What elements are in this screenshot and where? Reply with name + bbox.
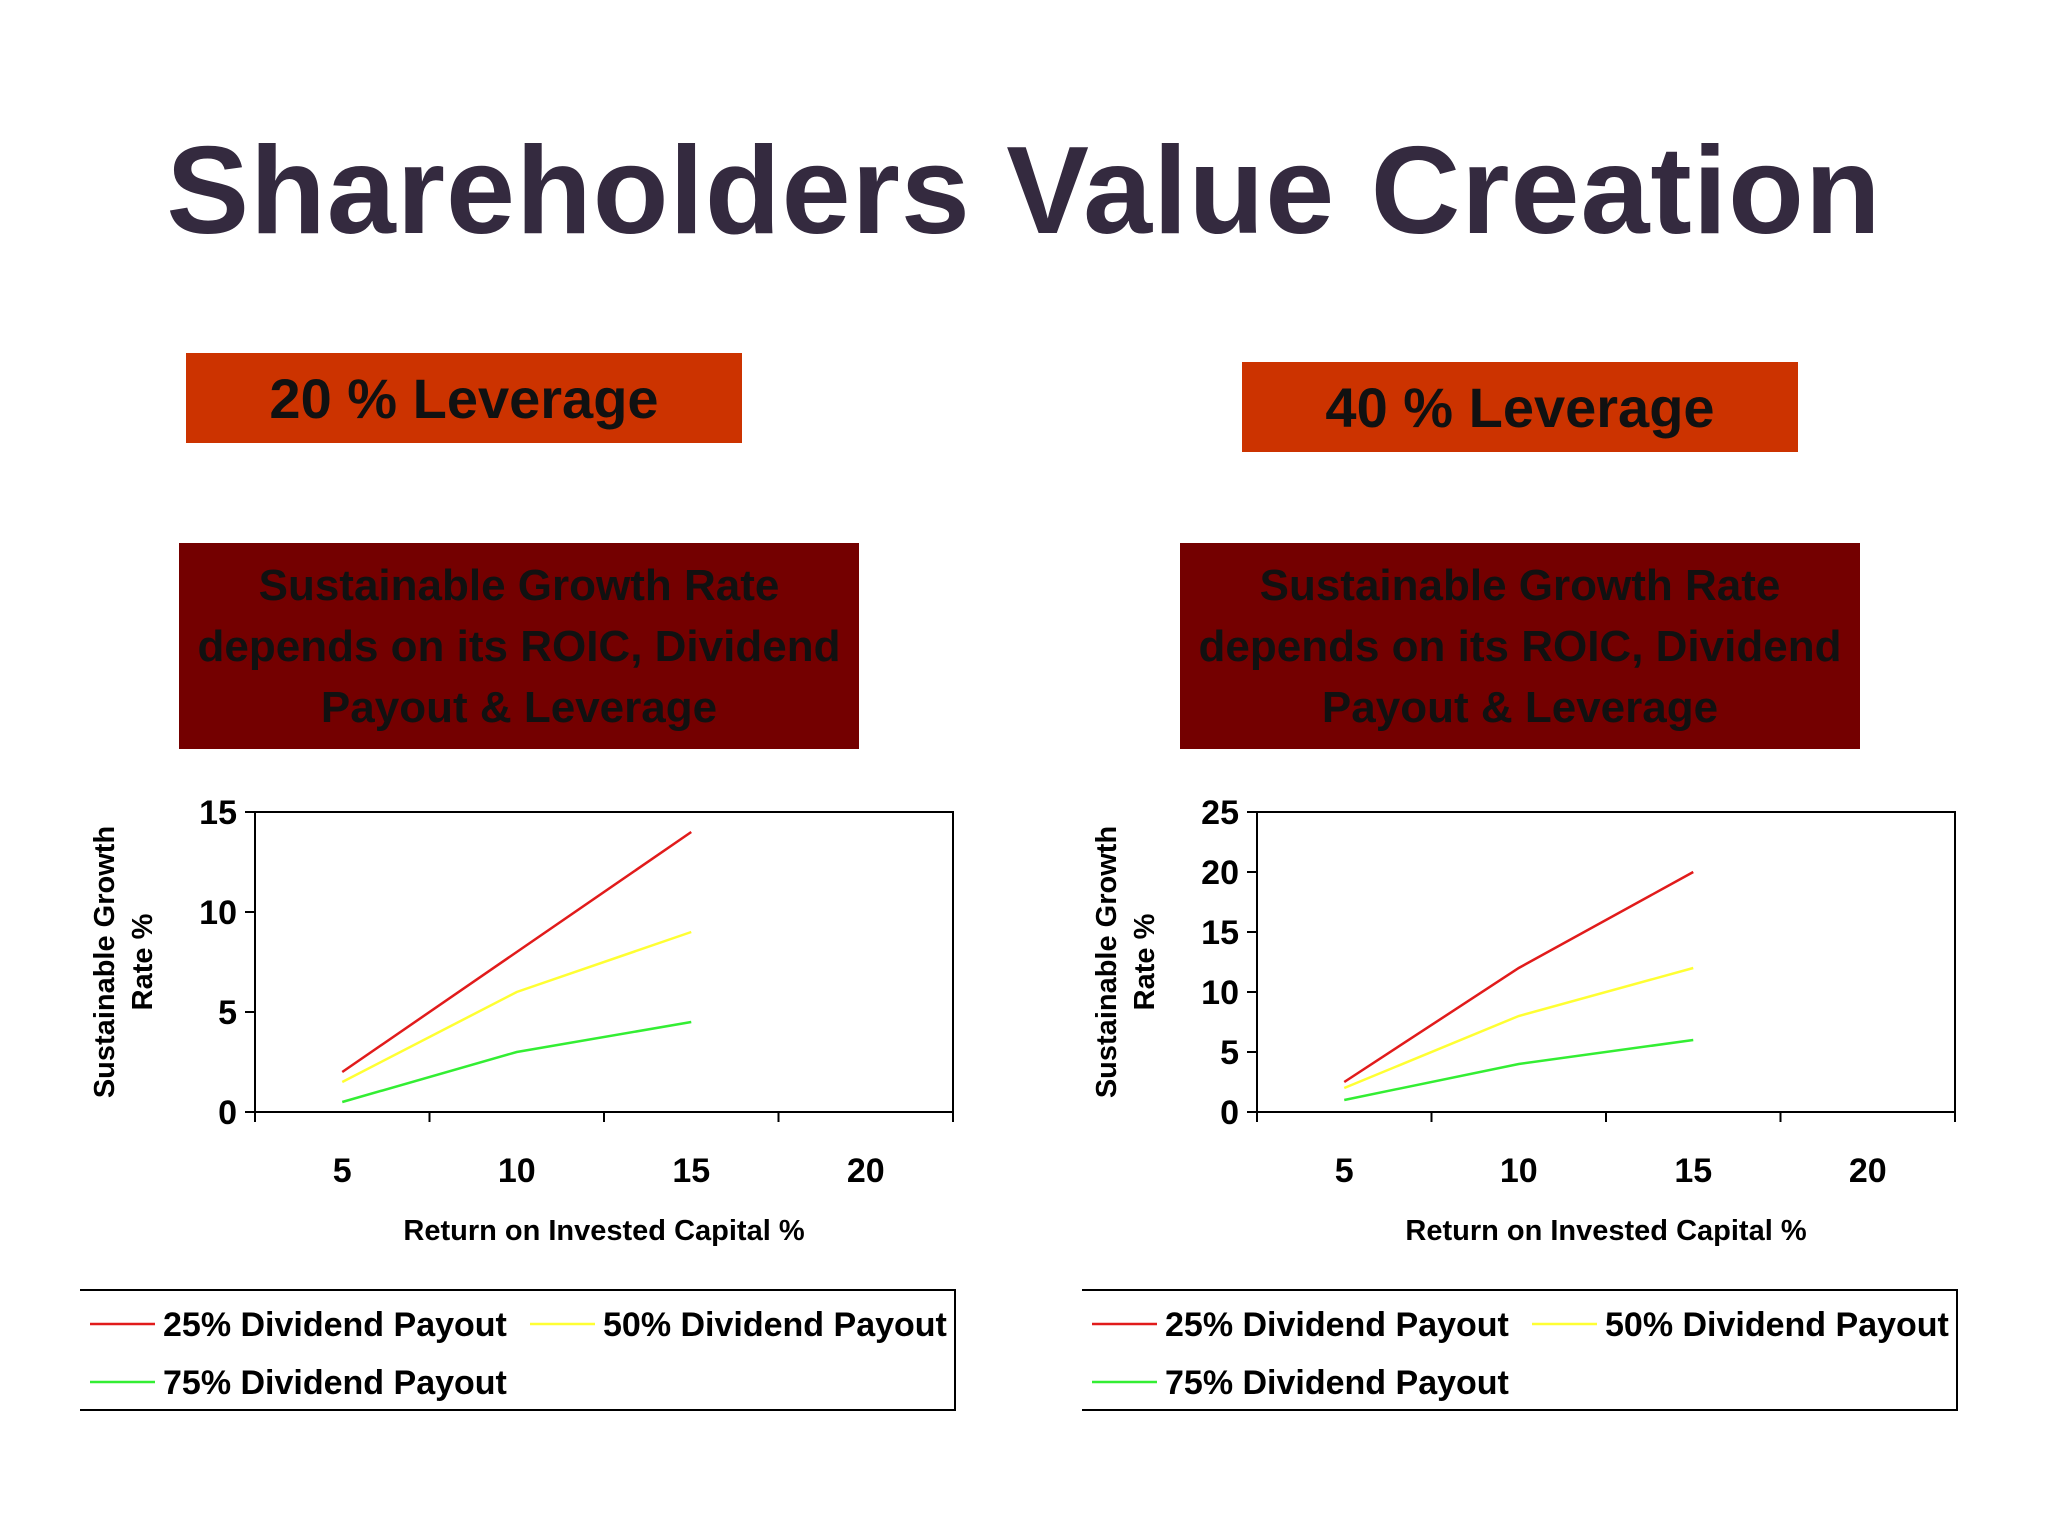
x-axis-title: Return on Invested Capital % <box>403 1215 804 1247</box>
leverage-40-label: 40 % Leverage <box>1325 375 1715 439</box>
y-tick-label: 15 <box>199 794 237 832</box>
legend-label-1: 25% Dividend Payout <box>1165 1306 1509 1344</box>
subtitle-box-right: Sustainable Growth Rate depends on its R… <box>1180 543 1860 749</box>
y-tick-label: 10 <box>199 894 237 932</box>
series-line-3 <box>341 1020 692 1104</box>
y-tick-label: 0 <box>1220 1094 1239 1132</box>
legend-label-2: 50% Dividend Payout <box>1605 1306 1949 1344</box>
subtitle-line-3: Payout & Leverage <box>1321 682 1719 732</box>
series-line-2 <box>341 930 692 1084</box>
legend-box <box>1082 1289 1958 1411</box>
leverage-20-banner: 20 % Leverage <box>186 353 742 443</box>
legend-label-2: 50% Dividend Payout <box>603 1306 947 1344</box>
y-tick-label: 15 <box>1201 914 1239 952</box>
series-line-1 <box>1343 870 1694 1084</box>
legend-label-3: 75% Dividend Payout <box>1165 1364 1509 1402</box>
subtitle-line-2: depends on its ROIC, Dividend <box>197 621 841 671</box>
y-tick-label: 5 <box>1220 1034 1239 1072</box>
y-axis-title-line-2: Rate % <box>127 913 159 1010</box>
x-tick-label: 15 <box>672 1152 710 1190</box>
legend-box <box>80 1289 956 1411</box>
leverage-20-label: 20 % Leverage <box>269 366 659 430</box>
y-axis-title-line-2: Rate % <box>1129 913 1161 1010</box>
subtitle-line-1: Sustainable Growth Rate <box>258 560 780 610</box>
x-tick-label: 5 <box>333 1152 352 1190</box>
subtitle-line-3: Payout & Leverage <box>320 682 718 732</box>
series-line-1 <box>341 830 692 1074</box>
series-line-2 <box>1343 966 1694 1090</box>
y-tick-label: 0 <box>218 1094 237 1132</box>
series-line-3 <box>1343 1038 1694 1102</box>
growth-chart-40-leverage: 0 5 10 15 20 25 5 10 15 20 Return on Invested Capi… <box>1082 794 1958 1411</box>
growth-chart-20-leverage: 0 5 10 15 5 10 15 20 Return on Invested Capital … <box>80 794 956 1411</box>
x-tick-label: 20 <box>1849 1152 1887 1190</box>
plot-area <box>1256 811 1956 1113</box>
legend-label-1: 25% Dividend Payout <box>163 1306 507 1344</box>
x-tick-label: 10 <box>498 1152 536 1190</box>
y-tick-label: 25 <box>1201 794 1239 832</box>
leverage-40-banner: 40 % Leverage <box>1242 362 1798 452</box>
x-tick-label: 5 <box>1335 1152 1354 1190</box>
y-axis-title-line-1: Sustainable Growth <box>1091 826 1123 1098</box>
legend-label-3: 75% Dividend Payout <box>163 1364 507 1402</box>
x-tick-label: 15 <box>1674 1152 1712 1190</box>
x-tick-label: 10 <box>1500 1152 1538 1190</box>
y-tick-label: 10 <box>1201 974 1239 1012</box>
page-title: Shareholders Value Creation <box>166 122 1882 260</box>
x-tick-label: 20 <box>847 1152 885 1190</box>
subtitle-line-2: depends on its ROIC, Dividend <box>1198 621 1842 671</box>
subtitle-box-left: Sustainable Growth Rate depends on its R… <box>179 543 859 749</box>
y-tick-label: 5 <box>218 994 237 1032</box>
subtitle-line-1: Sustainable Growth Rate <box>1259 560 1781 610</box>
x-axis-title: Return on Invested Capital % <box>1405 1215 1806 1247</box>
y-axis-title-line-1: Sustainable Growth <box>89 826 121 1098</box>
y-tick-label: 20 <box>1201 854 1239 892</box>
